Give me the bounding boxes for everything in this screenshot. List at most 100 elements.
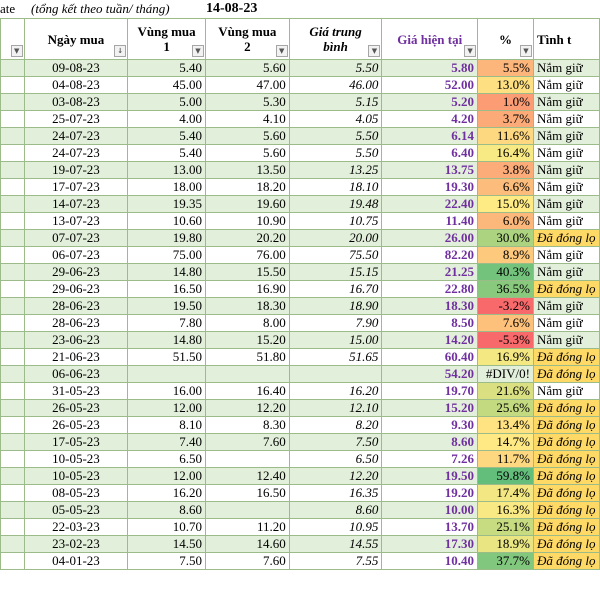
buy-date-cell[interactable]: 08-05-23 [23, 484, 129, 502]
current-price-cell[interactable]: 8.50 [381, 314, 479, 332]
buy-date-cell[interactable]: 31-05-23 [23, 382, 129, 400]
buy-zone-1-cell[interactable]: 75.00 [127, 246, 206, 264]
status-cell[interactable]: Đã đóng lọ [532, 467, 600, 485]
avg-price-cell[interactable]: 16.35 [288, 484, 383, 502]
status-cell[interactable]: Nắm giữ [532, 314, 600, 332]
buy-date-cell[interactable]: 29-06-23 [23, 280, 129, 298]
row-header-cell[interactable] [0, 280, 25, 298]
percent-cell[interactable]: 13.4% [477, 416, 534, 434]
buy-zone-1-cell[interactable]: 45.00 [127, 76, 206, 94]
percent-cell[interactable]: 7.6% [477, 314, 534, 332]
buy-date-cell[interactable]: 21-06-23 [23, 348, 129, 366]
buy-zone-2-cell[interactable]: 16.40 [204, 382, 290, 400]
buy-zone-1-cell[interactable]: 12.00 [127, 399, 206, 417]
avg-price-cell[interactable]: 5.50 [288, 127, 383, 145]
row-header-cell[interactable] [0, 59, 25, 77]
buy-zone-1-cell[interactable]: 5.40 [127, 59, 206, 77]
header-row-number[interactable]: ▼ [0, 18, 25, 60]
status-cell[interactable]: Đã đóng lọ [532, 450, 600, 468]
current-price-cell[interactable]: 13.75 [381, 161, 479, 179]
current-price-cell[interactable]: 13.70 [381, 518, 479, 536]
percent-cell[interactable]: -3.2% [477, 297, 534, 315]
percent-cell[interactable]: 17.4% [477, 484, 534, 502]
status-cell[interactable]: Đã đóng lọ [532, 365, 600, 383]
header-ngay-mua[interactable]: Ngày mua ↓ [23, 18, 129, 60]
buy-zone-2-cell[interactable]: 12.40 [204, 467, 290, 485]
row-header-cell[interactable] [0, 263, 25, 281]
status-cell[interactable]: Đã đóng lọ [532, 348, 600, 366]
current-price-cell[interactable]: 26.00 [381, 229, 479, 247]
avg-price-cell[interactable]: 14.55 [288, 535, 383, 553]
avg-price-cell[interactable]: 7.90 [288, 314, 383, 332]
row-header-cell[interactable] [0, 518, 25, 536]
buy-zone-1-cell[interactable]: 5.40 [127, 144, 206, 162]
percent-cell[interactable]: 1.0% [477, 93, 534, 111]
row-header-cell[interactable] [0, 365, 25, 383]
status-cell[interactable]: Nắm giữ [532, 76, 600, 94]
buy-zone-2-cell[interactable]: 18.20 [204, 178, 290, 196]
avg-price-cell[interactable]: 13.25 [288, 161, 383, 179]
avg-price-cell[interactable]: 5.15 [288, 93, 383, 111]
filter-dropdown-icon[interactable]: ▼ [464, 45, 477, 57]
avg-price-cell[interactable]: 4.05 [288, 110, 383, 128]
buy-date-cell[interactable]: 04-08-23 [23, 76, 129, 94]
buy-zone-1-cell[interactable]: 7.50 [127, 552, 206, 570]
status-cell[interactable]: Nắm giữ [532, 110, 600, 128]
row-header-cell[interactable] [0, 450, 25, 468]
row-header-cell[interactable] [0, 161, 25, 179]
filter-dropdown-icon[interactable]: ▼ [10, 45, 23, 57]
buy-zone-2-cell[interactable]: 10.90 [204, 212, 290, 230]
status-cell[interactable]: Nắm giữ [532, 127, 600, 145]
buy-date-cell[interactable]: 13-07-23 [23, 212, 129, 230]
status-cell[interactable]: Nắm giữ [532, 297, 600, 315]
filter-dropdown-icon[interactable]: ▼ [275, 45, 288, 57]
buy-zone-2-cell[interactable]: 8.30 [204, 416, 290, 434]
buy-zone-2-cell[interactable]: 7.60 [204, 552, 290, 570]
buy-zone-2-cell[interactable]: 5.60 [204, 127, 290, 145]
percent-cell[interactable]: 36.5% [477, 280, 534, 298]
avg-price-cell[interactable]: 6.50 [288, 450, 383, 468]
buy-zone-2-cell[interactable] [204, 450, 290, 468]
buy-zone-2-cell[interactable] [204, 365, 290, 383]
current-price-cell[interactable]: 4.20 [381, 110, 479, 128]
filter-dropdown-icon[interactable]: ▼ [191, 45, 204, 57]
avg-price-cell[interactable]: 16.70 [288, 280, 383, 298]
current-price-cell[interactable]: 5.20 [381, 93, 479, 111]
row-header-cell[interactable] [0, 467, 25, 485]
buy-zone-2-cell[interactable] [204, 501, 290, 519]
buy-zone-2-cell[interactable]: 5.30 [204, 93, 290, 111]
buy-zone-2-cell[interactable]: 11.20 [204, 518, 290, 536]
current-price-cell[interactable]: 10.40 [381, 552, 479, 570]
header-gia-trung-binh[interactable]: Giá trung bình ▼ [288, 18, 383, 60]
percent-cell[interactable]: 16.3% [477, 501, 534, 519]
percent-cell[interactable]: 16.9% [477, 348, 534, 366]
row-header-cell[interactable] [0, 297, 25, 315]
buy-date-cell[interactable]: 19-07-23 [23, 161, 129, 179]
current-price-cell[interactable]: 60.40 [381, 348, 479, 366]
percent-cell[interactable]: 11.6% [477, 127, 534, 145]
status-cell[interactable]: Nắm giữ [532, 246, 600, 264]
filter-dropdown-icon[interactable]: ▼ [519, 45, 532, 57]
current-price-cell[interactable]: 14.20 [381, 331, 479, 349]
buy-zone-1-cell[interactable]: 12.00 [127, 467, 206, 485]
status-cell[interactable]: Nắm giữ [532, 59, 600, 77]
status-cell[interactable]: Đã đóng lọ [532, 416, 600, 434]
row-header-cell[interactable] [0, 535, 25, 553]
percent-cell[interactable]: 6.0% [477, 212, 534, 230]
buy-date-cell[interactable]: 06-06-23 [23, 365, 129, 383]
status-cell[interactable]: Nắm giữ [532, 144, 600, 162]
buy-date-cell[interactable]: 23-02-23 [23, 535, 129, 553]
current-price-cell[interactable]: 5.80 [381, 59, 479, 77]
row-header-cell[interactable] [0, 484, 25, 502]
avg-price-cell[interactable] [288, 365, 383, 383]
row-header-cell[interactable] [0, 399, 25, 417]
filter-dropdown-icon[interactable]: ▼ [368, 45, 381, 57]
buy-zone-1-cell[interactable]: 19.80 [127, 229, 206, 247]
buy-zone-2-cell[interactable]: 16.90 [204, 280, 290, 298]
avg-price-cell[interactable]: 7.55 [288, 552, 383, 570]
buy-zone-1-cell[interactable]: 8.10 [127, 416, 206, 434]
percent-cell[interactable]: #DIV/0! [477, 365, 534, 383]
buy-date-cell[interactable]: 28-06-23 [23, 297, 129, 315]
percent-cell[interactable]: 11.7% [477, 450, 534, 468]
status-cell[interactable]: Nắm giữ [532, 195, 600, 213]
